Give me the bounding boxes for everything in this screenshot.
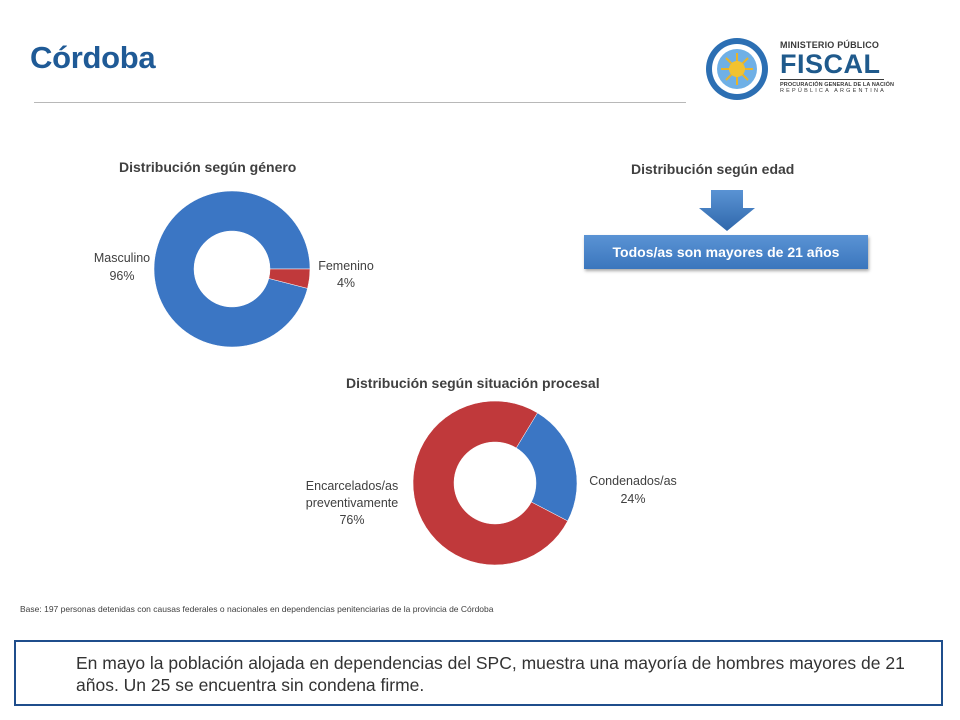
- donut-slice-encarcelados-as-preventivamente: [412, 400, 569, 566]
- logo-line-ministerio: MINISTERIO PÚBLICO: [780, 40, 880, 50]
- logo-line-procuracion: PROCURACIÓN GENERAL DE LA NACIÓN: [780, 82, 895, 88]
- donut-slice-masculino: [153, 190, 311, 348]
- down-arrow-icon: [699, 190, 755, 231]
- procesal-chart-title: Distribución según situación procesal: [346, 375, 600, 391]
- slice-label-femenino: Femenino 4%: [318, 259, 374, 290]
- slice-label-condenados-as: Condenados/as 24%: [589, 474, 677, 506]
- gender-donut-chart: Masculino 96% Femenino 4%: [94, 190, 374, 348]
- logo-line-fiscal: FISCAL: [780, 49, 881, 79]
- gender-chart-title: Distribución según género: [119, 159, 297, 175]
- ministerio-publico-fiscal-logo: MINISTERIO PÚBLICO FISCAL PROCURACIÓN GE…: [704, 36, 894, 106]
- base-note: Base: 197 personas detenidas con causas …: [20, 604, 494, 614]
- logo-divider: [780, 79, 884, 80]
- slice-label-encarcelados-as: Encarcelados/as preventivamente 76%: [306, 479, 398, 527]
- age-banner: Todos/as son mayores de 21 años: [584, 235, 868, 269]
- title-divider: [34, 102, 686, 103]
- age-section-title: Distribución según edad: [631, 161, 795, 177]
- procesal-donut-chart: Condenados/as 24% Encarcelados/as preventiv…: [306, 400, 677, 566]
- donut-slice-femenino: [268, 268, 311, 289]
- logo-line-republica: REPÚBLICA ARGENTINA: [780, 88, 886, 94]
- page-title: Córdoba: [30, 40, 156, 75]
- donut-slice-condenados-as: [515, 412, 578, 522]
- sun-emblem-icon: [706, 38, 768, 100]
- summary-box: En mayo la población alojada en dependen…: [14, 640, 943, 706]
- summary-text: En mayo la población alojada en dependen…: [76, 653, 905, 695]
- slice-label-masculino: Masculino 96%: [94, 251, 150, 283]
